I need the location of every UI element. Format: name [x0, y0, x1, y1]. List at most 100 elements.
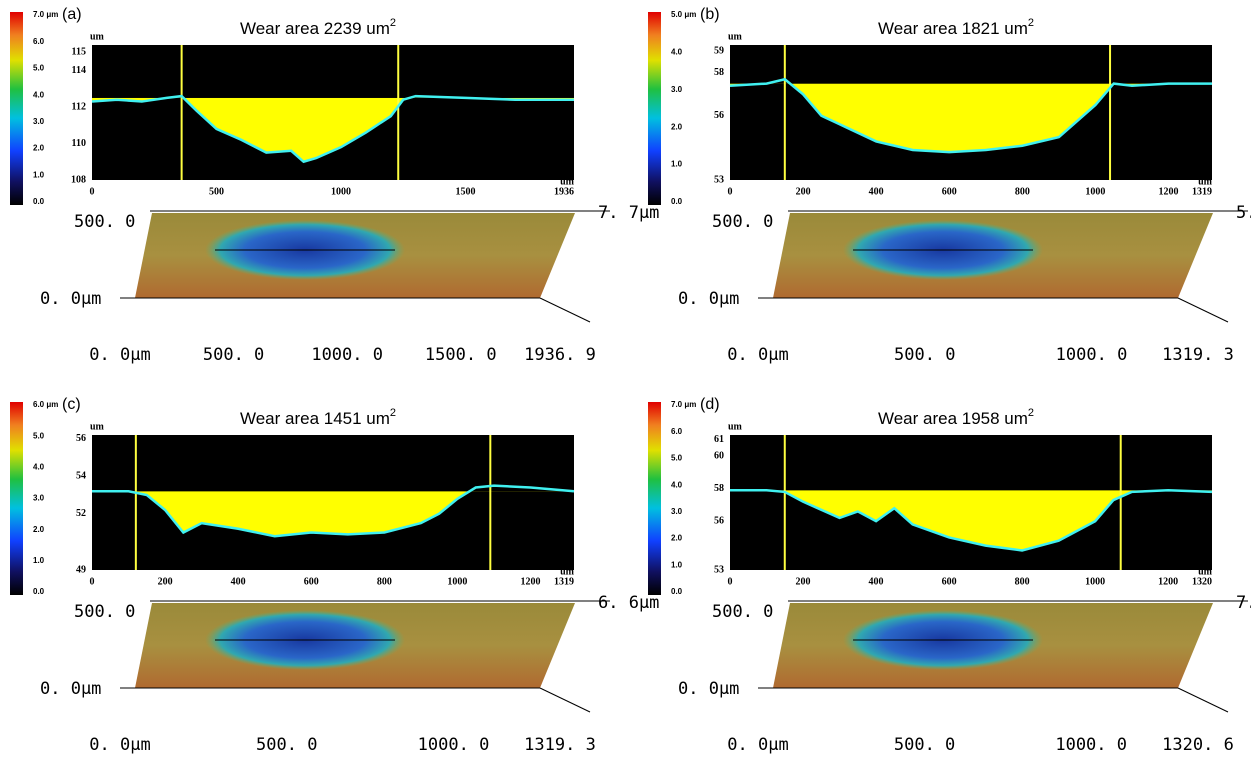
- surface-y-label: 500. 0: [74, 602, 135, 622]
- x-tick-label: 200: [796, 186, 811, 197]
- x-tick-label: 600: [304, 576, 319, 587]
- y-tick-label: 115: [72, 47, 86, 58]
- colorbar-tick-label: 5.0: [33, 64, 45, 73]
- colorbar-tick-label: 3.0: [33, 494, 45, 503]
- colorbar-tick-label: 6.0: [671, 427, 683, 436]
- surface-z-label: 5. 9μm: [1236, 203, 1251, 223]
- colorbar: [648, 12, 661, 205]
- y-tick-label: 49: [76, 564, 86, 575]
- surface-x-label: 1000. 0: [418, 735, 490, 755]
- surface-x-label: 0. 0μm: [727, 735, 788, 755]
- x-tick-label: 1000: [1085, 576, 1105, 587]
- surface-x-label: 0. 0μm: [727, 345, 788, 365]
- x-tick-label: 400: [869, 186, 884, 197]
- surface-x-label: 1319. 3: [524, 735, 596, 755]
- colorbar-tick-label: 1.0: [33, 556, 45, 565]
- panel-label: (d): [700, 396, 720, 413]
- y-tick-label: 58: [714, 67, 724, 78]
- surface-origin-label: 0. 0μm: [40, 679, 101, 699]
- x-tick-label: 1320: [1192, 576, 1212, 587]
- wear-fill: [730, 490, 1212, 551]
- colorbar-tick-label: 7.0 μm: [33, 10, 58, 19]
- colorbar: [10, 402, 23, 595]
- colorbar-tick-label: 4.0: [33, 462, 45, 471]
- x-tick-label: 1200: [521, 576, 541, 587]
- x-tick-label: 0: [90, 576, 95, 587]
- panel: 0.0 1.0 2.0 3.0 4.0 5.0 μm (b) Wear area 1821 u…: [648, 6, 1251, 365]
- surface-origin-label: 0. 0μm: [678, 289, 739, 309]
- profile-line: [92, 484, 575, 538]
- colorbar-tick-label: 0.0: [33, 587, 45, 596]
- colorbar-tick-label: 4.0: [671, 480, 683, 489]
- x-tick-label: 0: [728, 576, 733, 587]
- surface-y-label: 500. 0: [74, 212, 135, 232]
- colorbar-tick-label: 3.0: [33, 117, 45, 126]
- y-tick-label: 110: [72, 138, 86, 149]
- colorbar-tick-label: 4.0: [33, 90, 45, 99]
- x-tick-label: 0: [90, 186, 95, 197]
- y-tick-label: 56: [714, 516, 724, 527]
- surface-x-label: 500. 0: [203, 345, 264, 365]
- colorbar-tick-label: 0.0: [671, 197, 683, 206]
- colorbar-tick-label: 1.0: [671, 160, 683, 169]
- x-tick-label: 1000: [447, 576, 467, 587]
- panel-title: Wear area 2239 um2: [240, 17, 396, 39]
- surface-x-label: 0. 0μm: [89, 735, 150, 755]
- surface-origin-label: 0. 0μm: [678, 679, 739, 699]
- colorbar-tick-label: 2.0: [33, 525, 45, 534]
- profile-line: [91, 94, 574, 164]
- surface-x-label: 1000. 0: [1055, 735, 1127, 755]
- panel: 0.0 1.0 2.0 3.0 4.0 5.0 6.0 μm (c) Wear area 145…: [10, 396, 659, 755]
- x-tick-label: 1319: [1192, 186, 1212, 197]
- y-tick-label: 58: [714, 483, 724, 494]
- x-tick-label: 200: [796, 576, 811, 587]
- surface-x-label: 1319. 3: [1162, 345, 1234, 365]
- x-tick-label: 200: [158, 576, 173, 587]
- colorbar-tick-label: 5.0: [671, 454, 683, 463]
- surface-x-label: 1320. 6: [1162, 735, 1234, 755]
- y-tick-label: 61: [714, 434, 724, 445]
- x-tick-label: 0: [728, 186, 733, 197]
- x-tick-label: 1936: [554, 186, 574, 197]
- x-tick-label: 1319: [554, 576, 574, 587]
- panel: 0.0 1.0 2.0 3.0 4.0 5.0 6.0 7.0 μm (d) Wear area …: [648, 396, 1251, 755]
- colorbar-tick-label: 5.0: [33, 431, 45, 440]
- y-tick-label: 108: [71, 174, 86, 185]
- y-unit: um: [90, 421, 105, 432]
- surface-axis: [1177, 297, 1229, 323]
- x-tick-label: 1000: [1085, 186, 1105, 197]
- colorbar-tick-label: 4.0: [671, 48, 683, 57]
- x-unit: um: [560, 176, 575, 187]
- surface-z-label: 7. 7μm: [598, 203, 659, 223]
- surface-x-label: 500. 0: [894, 735, 955, 755]
- x-tick-label: 400: [231, 576, 246, 587]
- x-tick-label: 1500: [455, 186, 475, 197]
- surface-x-label: 0. 0μm: [89, 345, 150, 365]
- surface-x-label: 1000. 0: [1056, 345, 1128, 365]
- x-unit: um: [1198, 566, 1213, 577]
- profile-line: [730, 489, 1213, 552]
- surface-origin-label: 0. 0μm: [40, 289, 101, 309]
- y-tick-label: 59: [714, 46, 724, 57]
- wear-fill: [92, 97, 574, 162]
- surface-y-label: 500. 0: [712, 602, 773, 622]
- colorbar-tick-label: 1.0: [671, 560, 683, 569]
- surface-y-label: 500. 0: [712, 212, 773, 232]
- colorbar-tick-label: 5.0 μm: [671, 10, 696, 19]
- colorbar-tick-label: 6.0: [33, 37, 45, 46]
- x-tick-label: 1200: [1159, 186, 1179, 197]
- colorbar-tick-label: 1.0: [33, 170, 45, 179]
- y-unit: um: [728, 421, 743, 432]
- y-tick-label: 53: [714, 174, 724, 185]
- x-tick-label: 800: [377, 576, 392, 587]
- surface-z-label: 6. 6μm: [598, 593, 659, 613]
- surface-axis: [1177, 687, 1229, 713]
- panel-label: (b): [700, 6, 720, 23]
- colorbar-tick-label: 2.0: [671, 122, 683, 131]
- colorbar-tick-label: 2.0: [33, 144, 45, 153]
- colorbar-tick-label: 3.0: [671, 85, 683, 94]
- y-tick-label: 60: [714, 450, 724, 461]
- x-tick-label: 800: [1015, 576, 1030, 587]
- x-tick-label: 400: [869, 576, 884, 587]
